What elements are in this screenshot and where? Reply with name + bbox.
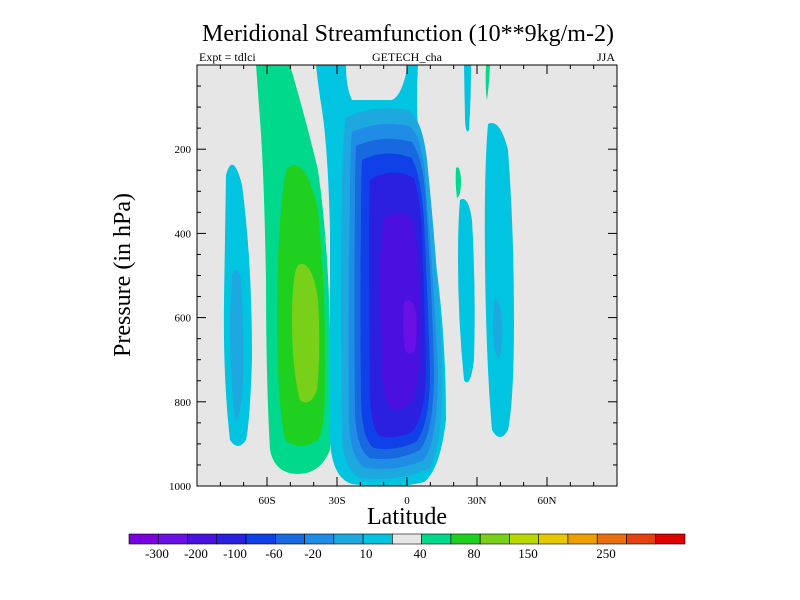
colorbar-label: 80 — [468, 546, 481, 561]
y-tick-label: 400 — [175, 228, 192, 240]
colorbar-label: -100 — [223, 546, 247, 561]
chart-title: Meridional Streamfunction (10**9kg/m-2) — [202, 21, 614, 47]
colorbar-swatch — [216, 533, 247, 545]
x-tick-label: 30S — [328, 495, 345, 507]
colorbar-swatch — [538, 533, 569, 545]
colorbar-swatch — [362, 533, 393, 545]
axes-ticks: 60S 30S 0 30N 60N 200 400 600 800 1000 — [169, 65, 617, 507]
y-tick-label: 600 — [175, 313, 192, 325]
colorbar-swatch — [450, 533, 481, 545]
colorbar-swatch — [333, 533, 364, 545]
colorbar-label: 150 — [518, 546, 538, 561]
experiment-label: Expt = tdlci — [199, 50, 256, 64]
x-tick-label: 60S — [258, 495, 275, 507]
contour-north-streak-2 — [485, 65, 490, 100]
contour-polar-cell-inner — [230, 269, 244, 421]
colorbar-label: 40 — [414, 546, 427, 561]
x-tick-label: 60N — [538, 495, 557, 507]
colorbar-swatch — [187, 533, 218, 545]
x-tick-label: 0 — [404, 495, 410, 507]
colorbar-label: -20 — [304, 546, 321, 561]
colorbar-swatch — [567, 533, 598, 545]
colorbar-label: -200 — [184, 546, 208, 561]
colorbar-swatch — [596, 533, 627, 545]
colorbar-swatch — [304, 533, 335, 545]
colorbar-label: 250 — [596, 546, 616, 561]
colorbar-swatch — [479, 533, 510, 545]
contour-hadley-cell-7 — [403, 300, 417, 354]
dataset-label: GETECH_cha — [372, 50, 443, 64]
y-axis-title: Pressure (in hPa) — [110, 193, 136, 357]
colorbar: -300 -200 -100 -60 -20 10 40 80 150 250 — [128, 533, 686, 561]
x-axis-title: Latitude — [367, 504, 447, 530]
colorbar-swatch — [509, 533, 539, 545]
colorbar-swatch — [128, 533, 159, 545]
contour-north-cell-small — [458, 198, 475, 383]
colorbar-swatch — [392, 533, 422, 545]
colorbar-swatch — [245, 533, 276, 545]
colorbar-swatch — [626, 533, 657, 545]
colorbar-label: -300 — [145, 546, 169, 561]
contour-hadley-cell-6 — [380, 212, 421, 410]
colorbar-swatch — [655, 533, 686, 545]
contour-fills — [223, 65, 514, 486]
contour-north-cell-inner — [493, 299, 503, 358]
colorbar-label: 10 — [360, 546, 373, 561]
contour-north-streak-3 — [455, 167, 461, 198]
contour-ferrel-cell-inner — [292, 264, 320, 403]
colorbar-swatch — [157, 533, 188, 545]
colorbar-swatch — [275, 533, 305, 545]
y-tick-label: 200 — [175, 144, 192, 156]
colorbar-label: -60 — [265, 546, 282, 561]
contour-north-streak-1 — [464, 65, 471, 132]
x-tick-label: 30N — [468, 495, 487, 507]
contour-north-cell-large — [484, 123, 514, 437]
y-tick-label: 1000 — [169, 481, 192, 493]
colorbar-swatch — [421, 533, 452, 545]
y-tick-label: 800 — [175, 397, 192, 409]
season-label: JJA — [597, 50, 615, 64]
